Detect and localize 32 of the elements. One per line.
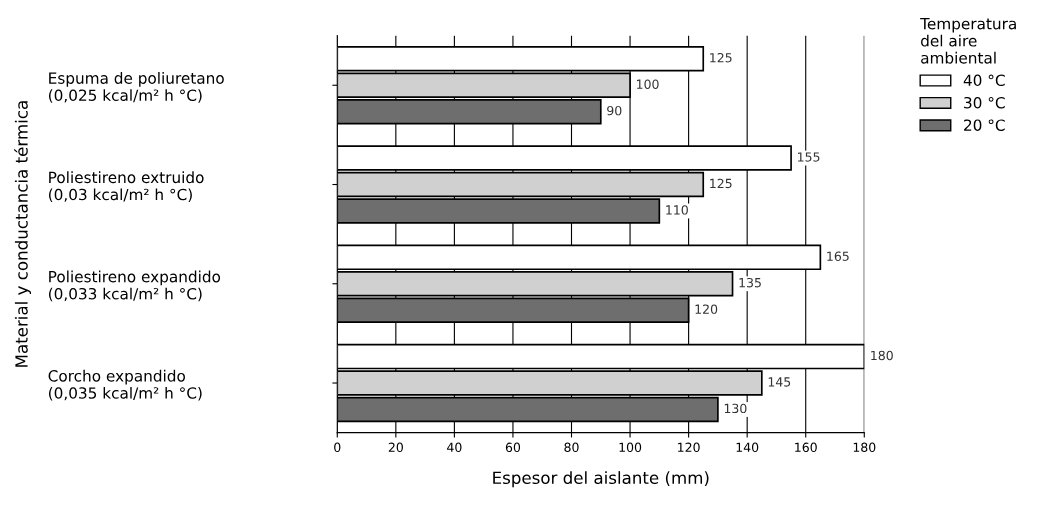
legend-label: 20 °C xyxy=(964,119,1005,131)
x-tick-label: 40 xyxy=(447,442,462,453)
y-tick-label: Poliestireno extruido (0,03 kcal/m² h °C) xyxy=(49,171,204,203)
x-tick-label: 120 xyxy=(678,442,700,453)
data-label: 110 xyxy=(666,205,688,215)
x-tick-label: 100 xyxy=(619,442,642,453)
data-label: 90 xyxy=(607,105,622,116)
x-tick-label: 180 xyxy=(853,442,876,453)
data-label: 135 xyxy=(739,277,761,288)
data-label: 145 xyxy=(768,377,791,387)
legend-title: Temperatura del aire ambiental xyxy=(920,18,1016,64)
x-tick-label: 80 xyxy=(564,442,579,453)
x-tick-label: 0 xyxy=(334,442,341,453)
data-label: 180 xyxy=(871,350,893,361)
data-label: 125 xyxy=(710,178,732,189)
y-tick-label: Espuma de poliuretano (0,025 kcal/m² h °C) xyxy=(49,72,224,103)
x-tick-label: 20 xyxy=(388,442,403,453)
x-tick-label: 140 xyxy=(736,442,759,453)
data-label: 120 xyxy=(695,304,718,314)
data-label: 100 xyxy=(636,79,659,89)
x-tick-label: 60 xyxy=(505,442,521,453)
y-tick-label: Poliestireno expandido (0,033 kcal/m² h °C) xyxy=(49,270,221,302)
y-axis-title: Material y conductancia térmica xyxy=(14,101,32,367)
data-label: 155 xyxy=(798,152,820,162)
data-label: 125 xyxy=(710,52,732,63)
legend-label: 30 °C xyxy=(964,96,1005,109)
data-label: 165 xyxy=(827,251,849,261)
legend-label: 40 °C xyxy=(963,74,1005,87)
x-tick-label: 160 xyxy=(795,442,817,453)
y-tick-label: Corcho expandido (0,035 kcal/m² h °C) xyxy=(48,369,202,401)
x-axis-title: Espesor del aislante (mm) xyxy=(493,471,709,488)
data-label: 130 xyxy=(724,403,747,414)
